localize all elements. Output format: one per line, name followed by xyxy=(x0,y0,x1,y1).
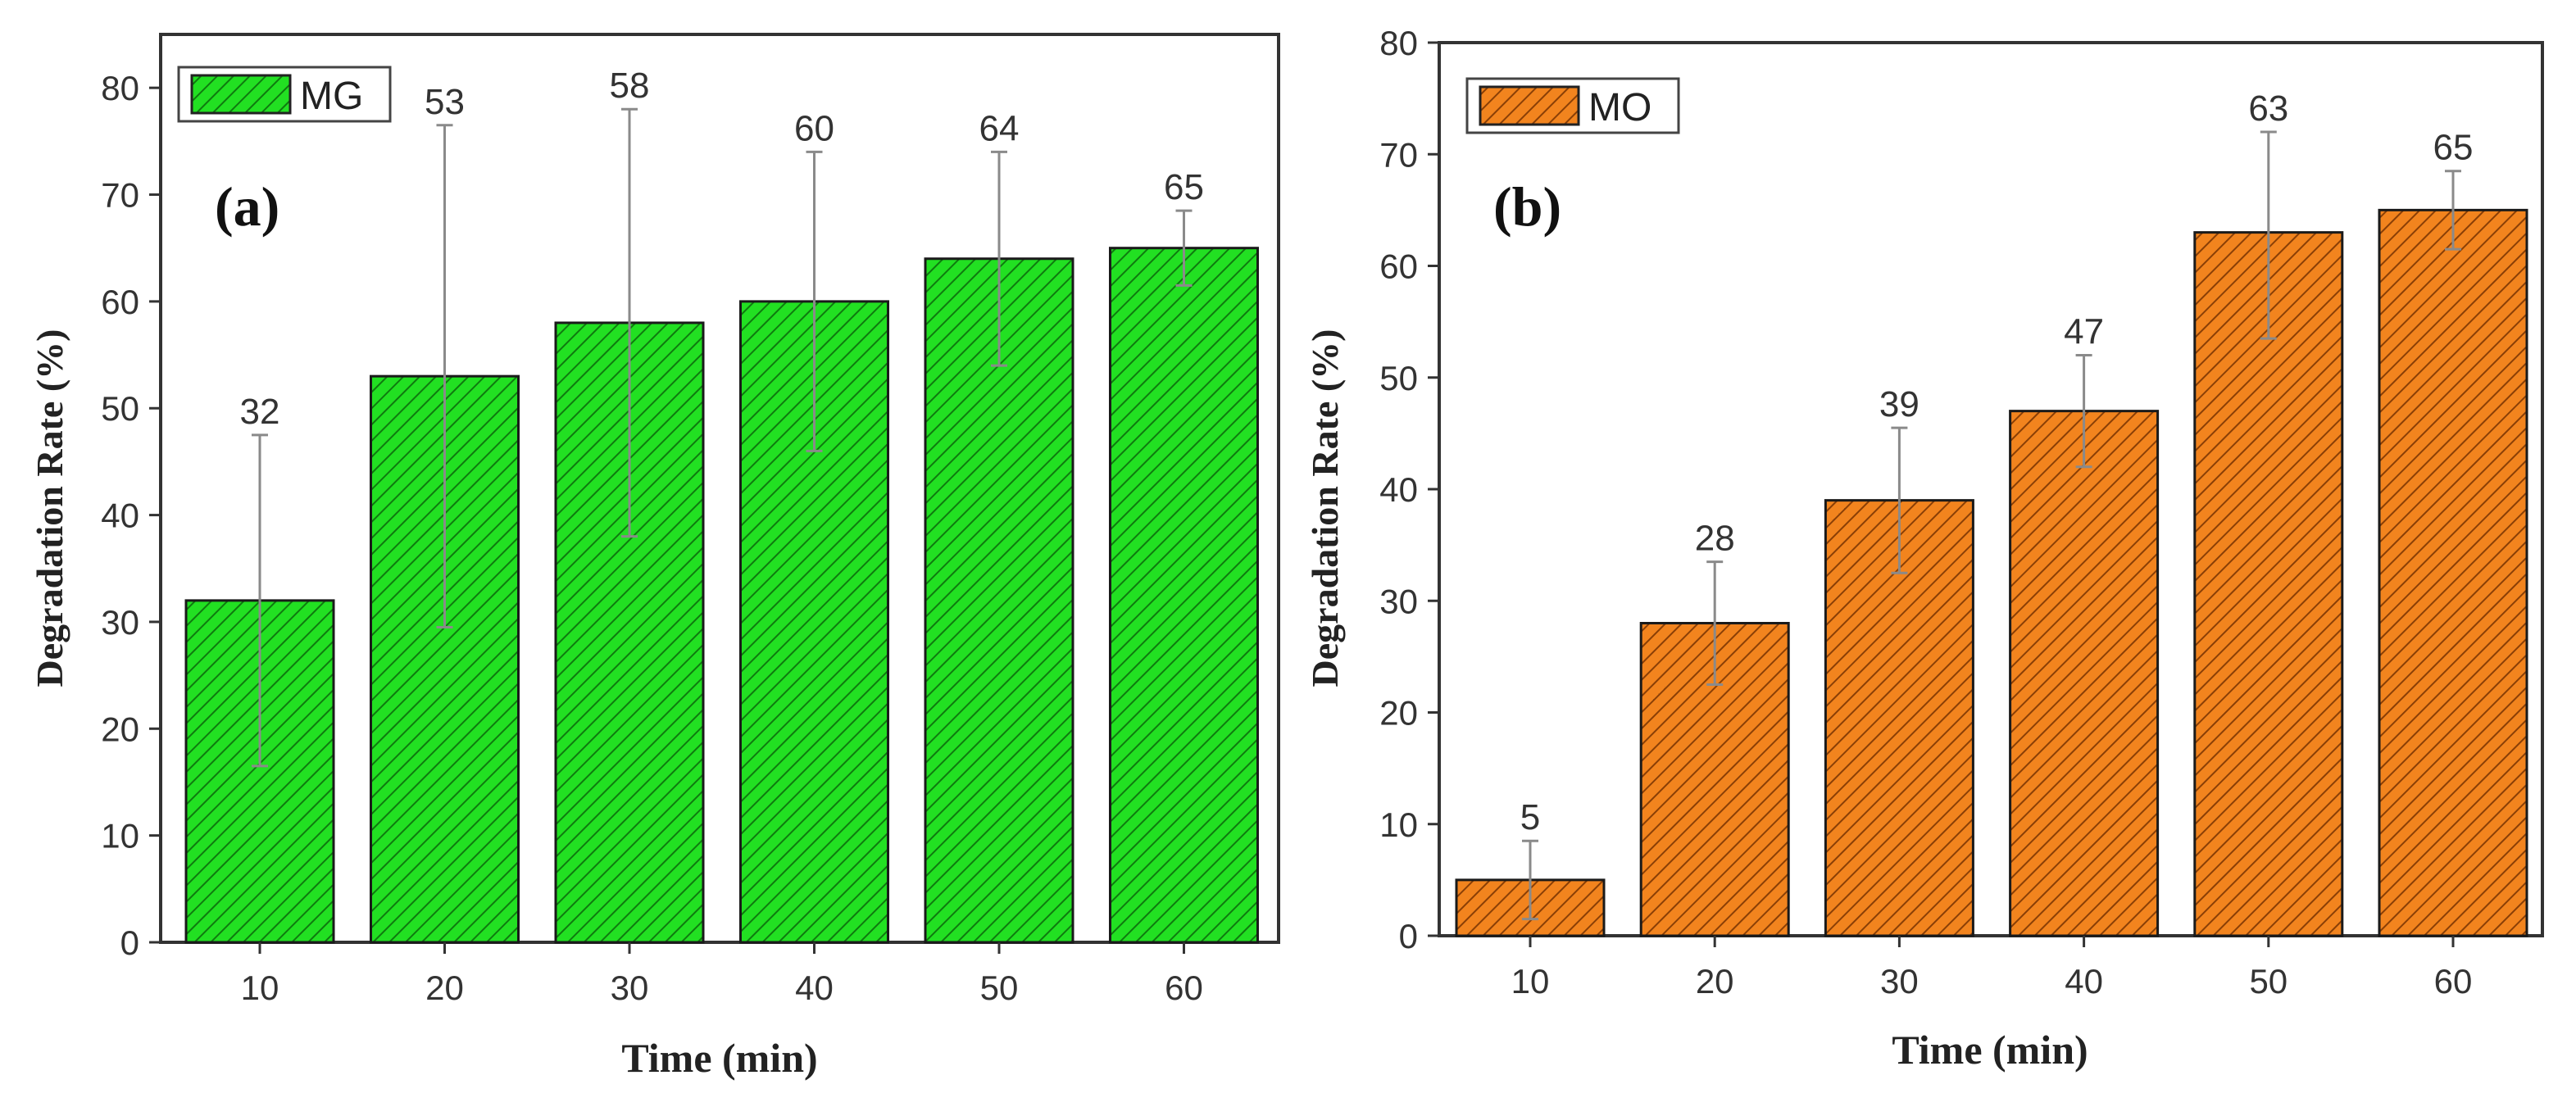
y-tick-label-a-10: 10 xyxy=(101,817,139,855)
data-label-a-20: 53 xyxy=(425,82,465,122)
y-tick-label-b-10: 10 xyxy=(1379,805,1418,844)
data-label-a-60: 65 xyxy=(1164,167,1204,207)
panel-b-plot-frame xyxy=(1438,41,2544,937)
panel-a-plot-frame xyxy=(159,33,1280,944)
panel-b-label: (b) xyxy=(1493,175,1561,238)
x-tick-label-b-50: 50 xyxy=(2249,962,2288,1000)
y-tick-label-b-70: 70 xyxy=(1379,135,1418,174)
y-tick-label-a-70: 70 xyxy=(101,176,139,215)
x-tick-label-a-20: 20 xyxy=(425,969,464,1007)
data-label-a-40: 60 xyxy=(794,108,834,148)
x-tick-label-b-40: 40 xyxy=(2065,962,2103,1000)
data-label-b-30: 39 xyxy=(1879,384,1920,424)
panel-b-y-axis-title: Degradation Rate (%) xyxy=(1304,329,1346,687)
x-tick-label-b-60: 60 xyxy=(2434,962,2473,1000)
chart-panel-a: 32 53 58 60 64 65 10 20 30 40 50 60 0 10 20 30 40 50 60 70… xyxy=(29,33,1280,1081)
data-label-b-10: 5 xyxy=(1520,797,1540,837)
y-tick-label-a-50: 50 xyxy=(101,389,139,428)
y-tick-label-a-30: 30 xyxy=(101,603,139,642)
panel-b-legend: MO xyxy=(1465,77,1680,134)
y-tick-label-a-80: 80 xyxy=(101,69,139,107)
y-tick-label-b-0: 0 xyxy=(1399,917,1418,955)
x-tick-label-a-30: 30 xyxy=(611,969,649,1007)
panel-a-y-axis-title: Degradation Rate (%) xyxy=(29,329,70,687)
bar-b-60 xyxy=(2378,208,2528,937)
panel-a-x-axis-title: Time (min) xyxy=(621,1035,817,1081)
x-tick-label-a-10: 10 xyxy=(241,969,279,1007)
x-tick-label-a-60: 60 xyxy=(1165,969,1203,1007)
y-tick-label-b-60: 60 xyxy=(1379,247,1418,286)
x-tick-label-b-20: 20 xyxy=(1696,962,1734,1000)
data-label-b-20: 28 xyxy=(1695,519,1735,559)
panel-a-legend-label: MG xyxy=(300,75,363,118)
bar-b-40 xyxy=(2009,410,2160,937)
bar-a-60 xyxy=(1109,247,1259,944)
panel-a-axes: 10 20 30 40 50 60 0 10 20 30 40 50 60 70 80 xyxy=(101,69,1203,1007)
y-tick-label-b-30: 30 xyxy=(1379,582,1418,620)
y-tick-label-b-80: 80 xyxy=(1379,24,1418,62)
y-tick-label-a-40: 40 xyxy=(101,497,139,535)
panel-b-marks: 5 28 39 47 63 65 xyxy=(1455,88,2528,937)
y-tick-label-b-20: 20 xyxy=(1379,694,1418,733)
y-tick-label-a-60: 60 xyxy=(101,283,139,321)
y-tick-label-b-40: 40 xyxy=(1379,470,1418,509)
data-label-a-10: 32 xyxy=(240,392,280,432)
x-tick-label-a-50: 50 xyxy=(980,969,1019,1007)
panel-b-axes: 10 20 30 40 50 60 0 10 20 30 40 50 60 70 80 xyxy=(1379,24,2472,1000)
x-tick-label-a-40: 40 xyxy=(795,969,834,1007)
data-label-b-40: 47 xyxy=(2064,312,2104,352)
chart-panel-b: 5 28 39 47 63 65 10 20 30 40 50 60 0 10 20 30 40 50 60 70 8… xyxy=(1304,24,2544,1073)
y-tick-label-a-20: 20 xyxy=(101,710,139,748)
bar-b-50 xyxy=(2193,231,2344,937)
data-label-a-50: 64 xyxy=(979,108,1020,148)
x-tick-label-b-10: 10 xyxy=(1511,962,1550,1000)
data-label-b-60: 65 xyxy=(2433,128,2474,168)
panel-a-legend-swatch xyxy=(190,74,292,115)
panel-b-x-axis-title: Time (min) xyxy=(1892,1027,2088,1073)
data-label-a-30: 58 xyxy=(610,66,650,106)
panel-a-marks: 32 53 58 60 64 65 xyxy=(184,66,1259,944)
panel-a-label: (a) xyxy=(215,175,279,238)
data-label-b-50: 63 xyxy=(2248,88,2288,129)
panel-b-legend-swatch xyxy=(1479,85,1580,126)
x-tick-label-b-30: 30 xyxy=(1880,962,1919,1000)
bar-a-50 xyxy=(924,257,1074,944)
y-tick-label-a-0: 0 xyxy=(120,923,139,962)
panel-a-legend: MG xyxy=(177,66,392,123)
panel-b-legend-label: MO xyxy=(1588,86,1651,129)
y-tick-label-b-50: 50 xyxy=(1379,359,1418,397)
